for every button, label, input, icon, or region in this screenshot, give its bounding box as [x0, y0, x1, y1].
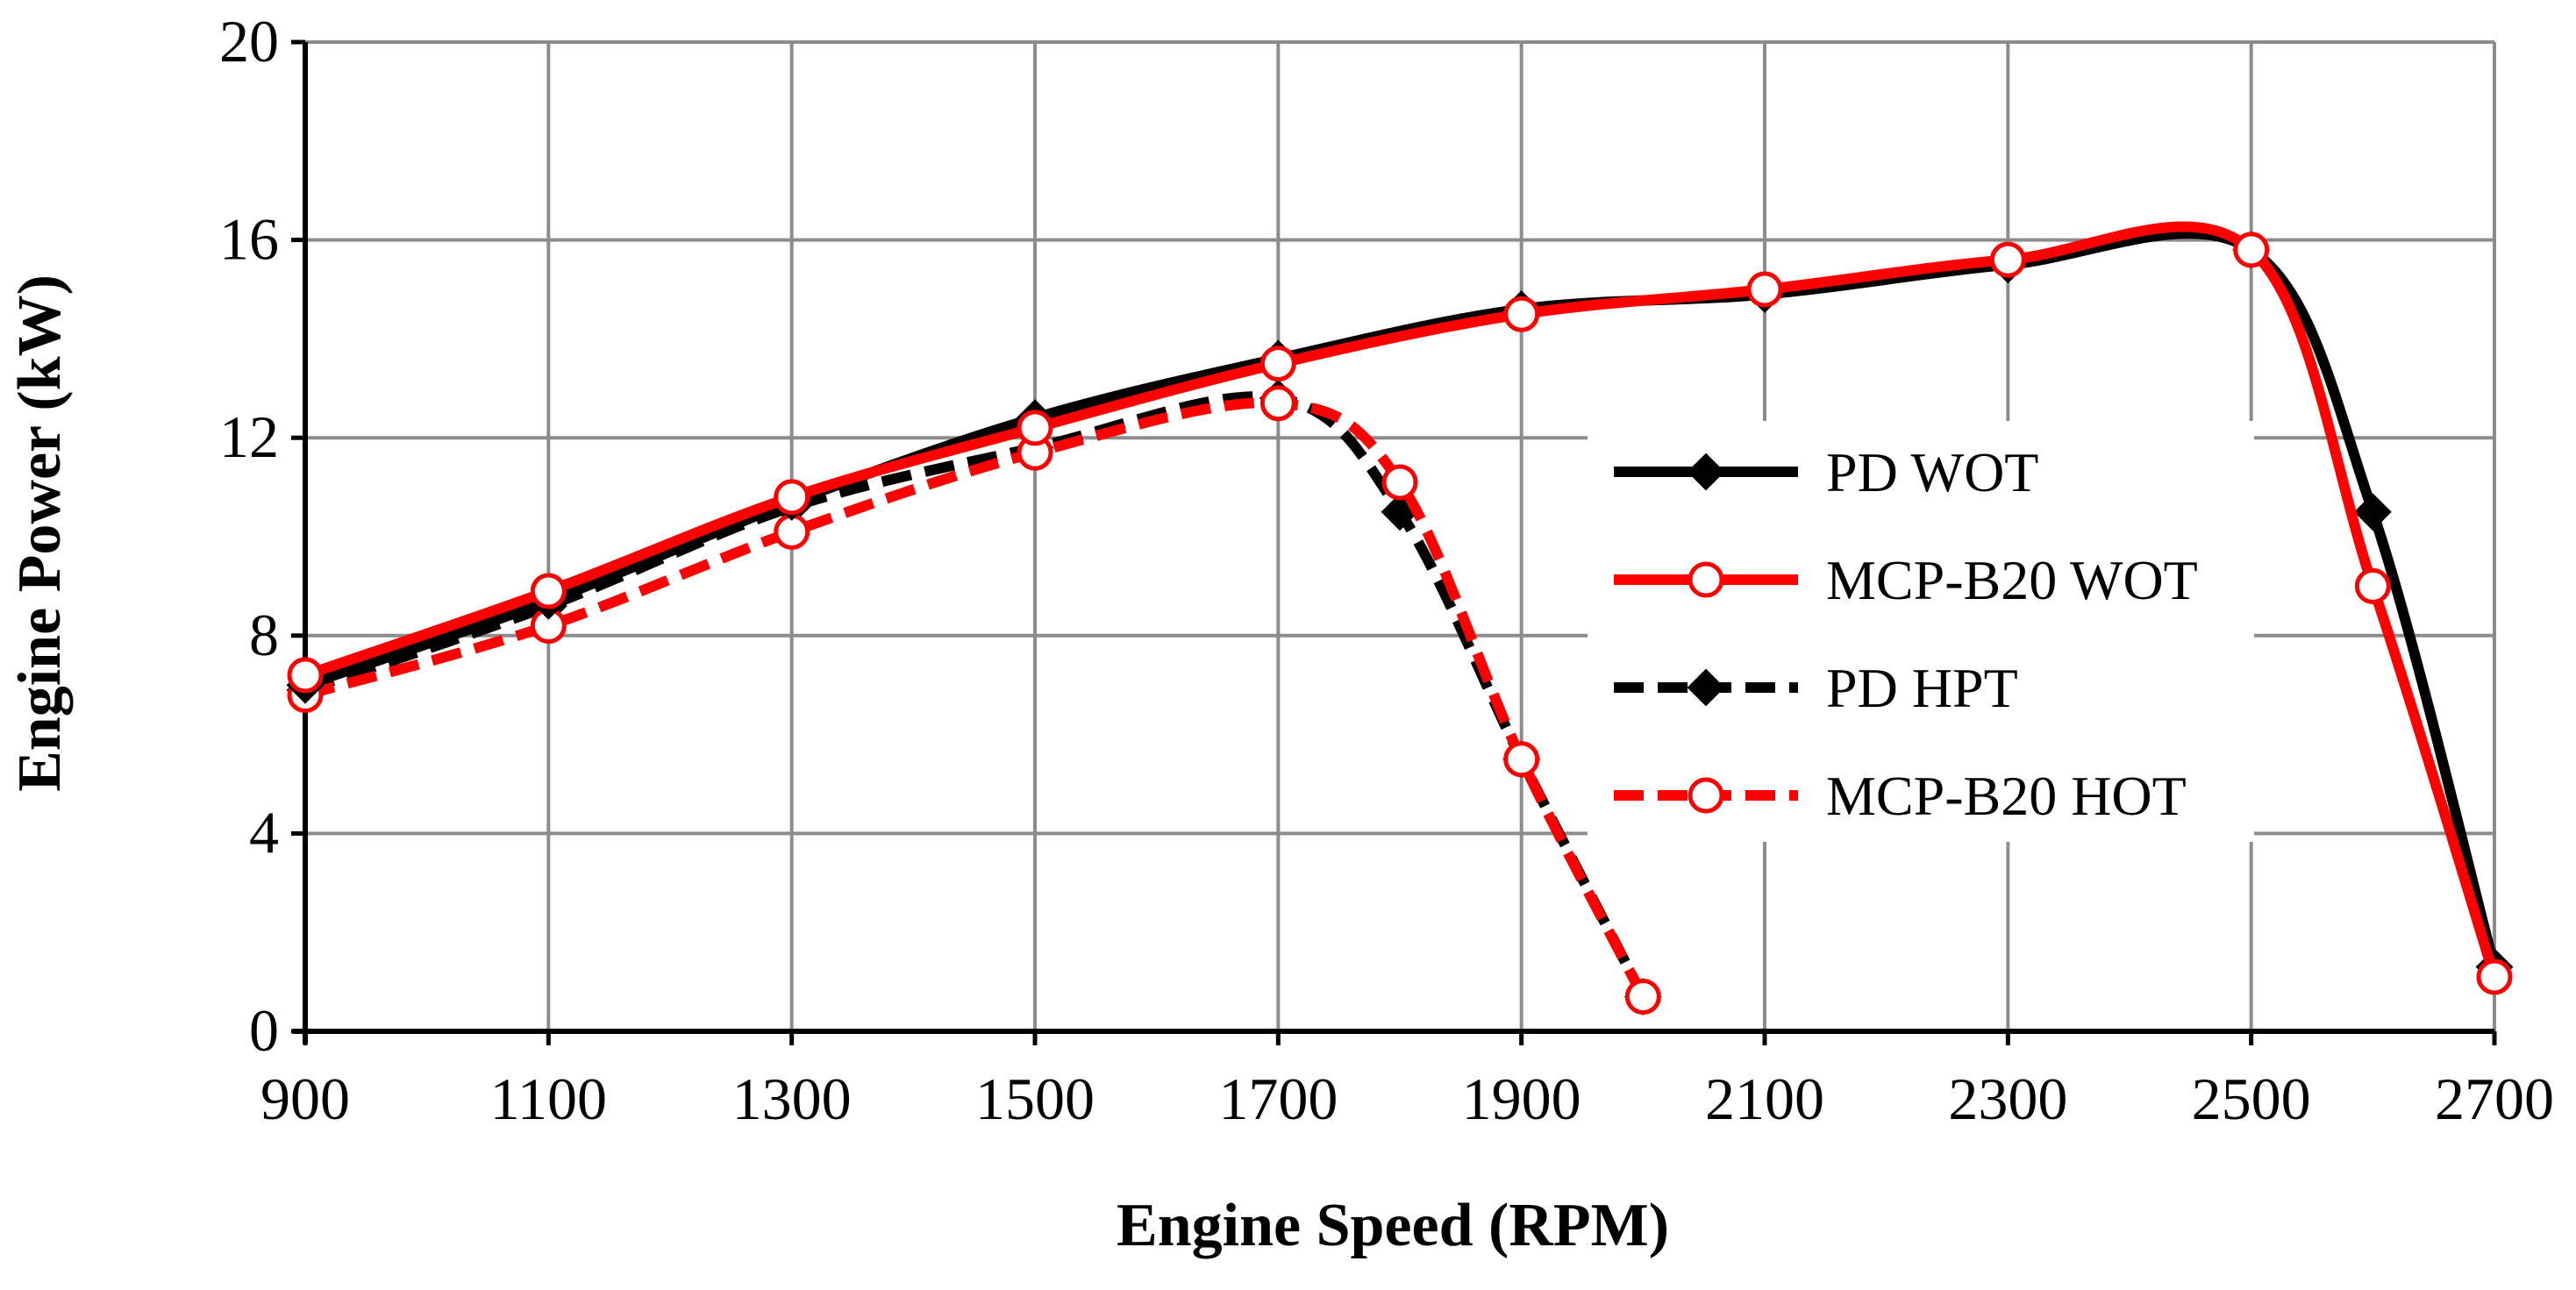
axes [291, 39, 2497, 1045]
legend-marker [1687, 453, 1725, 491]
series-line [303, 397, 1648, 1000]
x-tick-label: 1500 [975, 1065, 1095, 1132]
legend: PD WOT MCP-B20 WOT PD HPT MCP-B20 HOT [1588, 421, 2254, 842]
y-tick-label: 20 [219, 8, 279, 75]
series-mcp-b20-hot [287, 385, 1661, 1016]
y-tick-label: 4 [249, 799, 279, 866]
data-point-marker [1017, 410, 1053, 446]
legend-label: PD HPT [1826, 657, 2018, 719]
x-tick-label: 1300 [732, 1065, 852, 1132]
x-axis-title: Engine Speed (RPM) [1117, 1192, 1669, 1259]
x-tick-label: 2700 [2435, 1065, 2554, 1132]
data-point-marker [2353, 493, 2392, 531]
legend-label: MCP-B20 WOT [1826, 549, 2198, 611]
data-point-marker [1381, 464, 1418, 501]
x-tick-label: 2100 [1705, 1065, 1824, 1132]
tick-labels: 900 1100 1300 1500 1700 1900 2100 2300 2500 2700 0… [219, 8, 2554, 1132]
data-point-marker [1746, 271, 1783, 308]
data-point-marker [1503, 741, 1540, 778]
x-tick-label: 900 [260, 1065, 350, 1132]
legend-marker [1688, 777, 1724, 814]
x-tick-label: 2500 [2192, 1065, 2311, 1132]
series-group [286, 221, 2514, 1016]
data-point-marker [1624, 979, 1661, 1016]
y-tick-label: 8 [249, 602, 279, 668]
legend-label: MCP-B20 HOT [1826, 765, 2187, 827]
legend-marker [1688, 561, 1724, 598]
data-point-marker [1259, 385, 1296, 422]
data-point-marker [287, 657, 324, 694]
data-point-marker [530, 573, 567, 609]
y-tick-label: 12 [219, 403, 279, 470]
y-tick-label: 16 [219, 206, 279, 273]
legend-marker [1687, 668, 1725, 707]
y-tick-label: 0 [249, 997, 279, 1064]
x-tick-label: 1100 [490, 1065, 607, 1132]
x-tick-label: 1700 [1218, 1065, 1338, 1132]
data-point-marker [2354, 567, 2391, 604]
data-point-marker [2233, 232, 2270, 268]
y-axis-title: Engine Power (kW) [6, 274, 74, 792]
legend-box [1588, 421, 2254, 842]
x-tick-label: 2300 [1948, 1065, 2067, 1132]
data-point-marker [2476, 959, 2513, 995]
series-line [303, 221, 2500, 979]
data-point-marker [1503, 296, 1540, 332]
x-tick-label: 1900 [1462, 1065, 1581, 1132]
series-mcp-b20-wot [287, 221, 2513, 995]
data-point-marker [1259, 346, 1296, 382]
data-point-marker [774, 479, 810, 516]
legend-label: PD WOT [1826, 441, 2038, 503]
data-point-marker [1989, 241, 2026, 278]
